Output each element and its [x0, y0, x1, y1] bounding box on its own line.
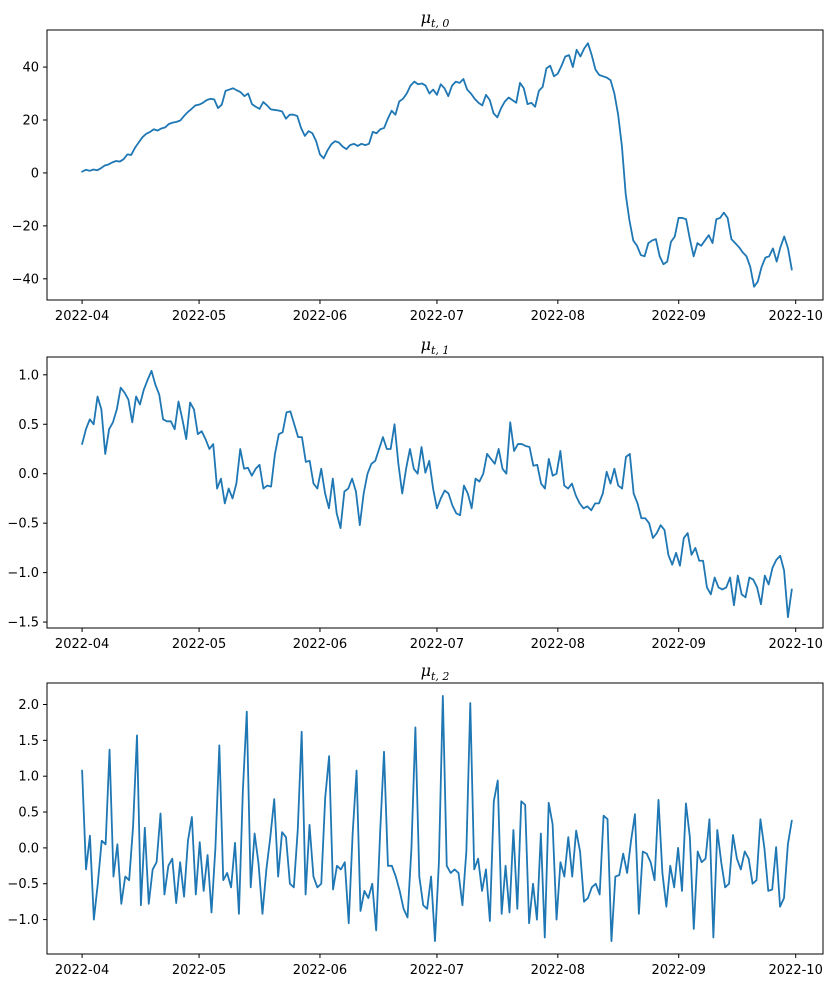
y-tick-label: 1.5	[18, 734, 39, 749]
x-tick-label: 2022-05	[172, 637, 226, 652]
chart-panel-1: μt, 1 −1.5 −1.0 −0.5 0.0 0.5 1.0 2022-04 2022-05…	[7, 335, 824, 652]
plot-frame	[46, 356, 824, 629]
y-tick-label: 0.0	[18, 841, 39, 856]
x-tick-label: 2022-08	[531, 309, 585, 324]
x-tick-label: 2022-04	[55, 637, 109, 652]
y-tick-label: 2.0	[18, 698, 39, 713]
x-tick-label: 2022-04	[55, 309, 109, 324]
y-tick-label: −1.0	[7, 566, 39, 581]
x-tick-label: 2022-10	[769, 963, 823, 978]
x-tick-label: 2022-05	[172, 963, 226, 978]
chart-title: μt, 0	[421, 8, 450, 30]
y-tick-label: 1.0	[18, 770, 39, 785]
series-line-0	[81, 42, 793, 288]
y-tick-label: −1.5	[7, 616, 39, 631]
x-tick-label: 2022-08	[531, 637, 585, 652]
chart-panel-2: μt, 2 −1.0 −0.5 0.0 0.5 1.0 1.5 2.0 2022-04 2022-…	[7, 661, 824, 978]
x-tick-label: 2022-06	[293, 309, 347, 324]
x-tick-label: 2022-05	[172, 309, 226, 324]
y-tick-label: 0.0	[18, 467, 39, 482]
chart-title-subscript: t, 1	[431, 344, 449, 357]
chart-panel-0: μt, 0 −40 −20 0 20 40 2022-04 2022-05 2022-06 202…	[12, 8, 824, 324]
chart-title: μt, 1	[421, 335, 450, 357]
y-tick-label: 1.0	[18, 368, 39, 383]
plot-frame	[46, 29, 824, 301]
x-tick-label: 2022-08	[531, 963, 585, 978]
y-tick-label: −20	[12, 219, 39, 234]
x-tick-label: 2022-09	[652, 309, 706, 324]
x-tick-label: 2022-07	[410, 309, 464, 324]
x-tick-label: 2022-07	[410, 637, 464, 652]
x-tick-label: 2022-09	[652, 963, 706, 978]
y-tick-label: 0.5	[18, 806, 39, 821]
series-line-0	[81, 369, 793, 619]
y-tick-label: 40	[22, 61, 39, 76]
x-tick-label: 2022-04	[55, 963, 109, 978]
y-tick-label: 0.5	[18, 418, 39, 433]
x-tick-label: 2022-09	[652, 637, 706, 652]
chart-title: μt, 2	[421, 661, 450, 683]
chart-title-subscript: t, 2	[431, 670, 449, 683]
plot-frame	[46, 682, 824, 955]
chart-title-subscript: t, 0	[431, 17, 449, 30]
y-tick-label: 0	[31, 166, 39, 181]
y-tick-label: −0.5	[7, 517, 39, 532]
y-tick-label: −40	[12, 272, 39, 287]
x-tick-label: 2022-10	[769, 637, 823, 652]
x-tick-label: 2022-06	[293, 963, 347, 978]
y-tick-label: −0.5	[7, 877, 39, 892]
x-tick-label: 2022-07	[410, 963, 464, 978]
y-tick-label: −1.0	[7, 913, 39, 928]
x-tick-label: 2022-06	[293, 637, 347, 652]
series-line-0	[81, 695, 793, 942]
x-tick-label: 2022-10	[769, 309, 823, 324]
y-tick-label: 20	[22, 114, 39, 129]
